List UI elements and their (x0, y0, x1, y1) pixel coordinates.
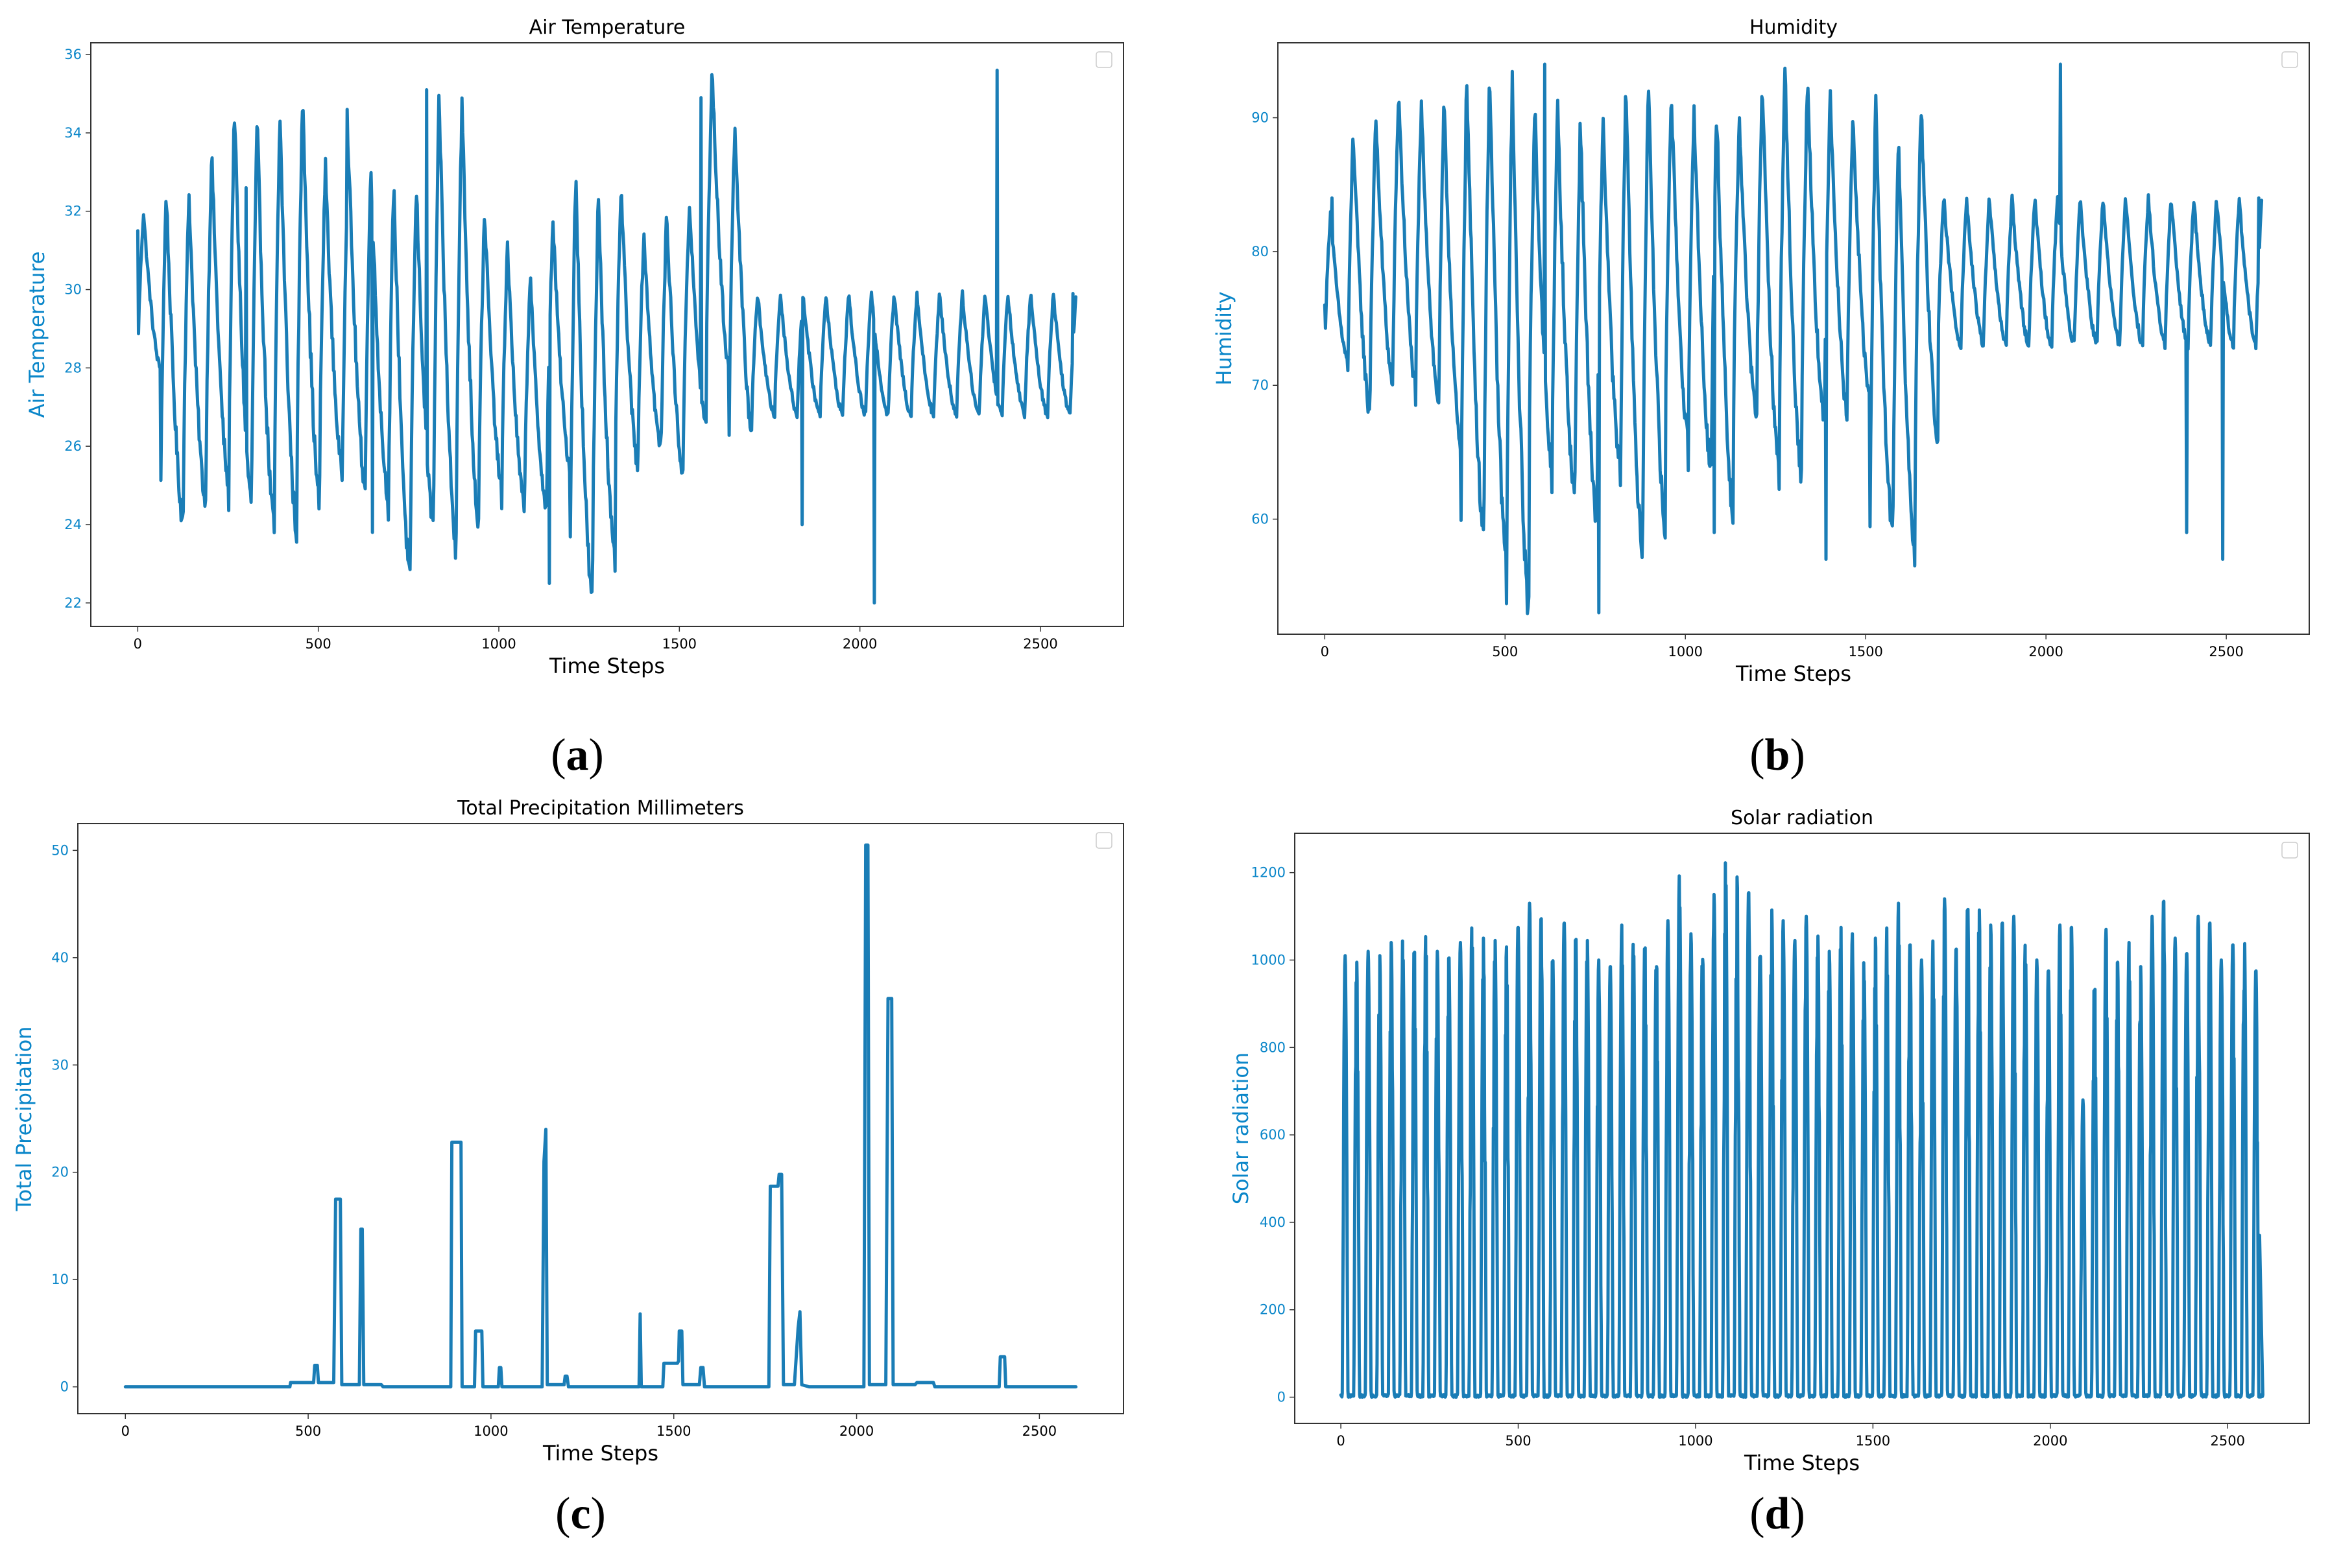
y-axis-label: Humidity (1212, 291, 1236, 385)
plot-frame (90, 42, 1124, 627)
y-tick-label: 70 (1251, 377, 1269, 393)
y-axis-label: Air Temperature (25, 252, 49, 418)
y-tick-label: 50 (51, 842, 69, 858)
y-tick-label: 1200 (1251, 865, 1286, 881)
y-tick-label: 90 (1251, 110, 1269, 126)
x-tick-label: 0 (1321, 644, 1329, 659)
x-axis-label: Time Steps (549, 654, 665, 678)
x-tick-label: 1500 (656, 1423, 691, 1439)
y-tick-label: 40 (51, 950, 69, 966)
x-tick-label: 0 (1336, 1433, 1345, 1449)
y-tick-label: 28 (64, 360, 82, 375)
y-tick-label: 600 (1260, 1127, 1286, 1143)
x-tick-label: 2000 (843, 636, 877, 652)
x-tick-label: 500 (295, 1423, 321, 1439)
chart-title: Solar radiation (1731, 807, 1873, 829)
x-tick-label: 0 (134, 636, 142, 652)
chart-panel-b: Humidity 0 500 1000 1500 2000 2500 60 70 80 90 Time… (1186, 0, 2330, 778)
legend-box (2281, 51, 2298, 68)
y-axis-label: Total Precipitation (12, 1027, 36, 1212)
y-tick-label: 200 (1260, 1302, 1286, 1318)
x-tick-label: 2000 (2028, 644, 2063, 659)
caption-b: (b) (1749, 730, 1805, 780)
x-tick-label: 2500 (2209, 644, 2243, 659)
y-tick-label: 36 (64, 47, 82, 62)
series-line-b (1323, 62, 2264, 615)
x-tick-label: 1500 (1856, 1433, 1890, 1449)
x-axis-label: Time Steps (542, 1441, 658, 1466)
x-tick-label: 0 (121, 1423, 130, 1439)
chart-a: Air Temperature 0 500 1000 1500 2000 2500 22 24 2… (25, 16, 1124, 678)
y-tick-label: 30 (64, 282, 82, 298)
legend-box (1096, 51, 1112, 68)
plot-frame (77, 823, 1124, 1414)
chart-panel-c: Total Precipitation Millimeters 0 500 1000 1… (0, 791, 1165, 1568)
chart-title: Total Precipitation Millimeters (457, 797, 744, 820)
chart-panel-a: Air Temperature 0 500 1000 1500 2000 2500 22 24 2… (0, 0, 1165, 778)
chart-title: Air Temperature (529, 16, 686, 39)
y-tick-label: 0 (1277, 1390, 1286, 1405)
x-tick-label: 500 (306, 636, 331, 652)
x-tick-label: 2000 (2033, 1433, 2067, 1449)
x-tick-label: 1500 (662, 636, 697, 652)
chart-title: Humidity (1749, 16, 1838, 39)
y-tick-label: 10 (51, 1272, 69, 1287)
series-line-c (123, 843, 1078, 1389)
chart-b: Humidity 0 500 1000 1500 2000 2500 60 70 80 90 Time… (1212, 16, 2310, 686)
y-tick-label: 34 (64, 125, 82, 141)
caption-a: (a) (551, 730, 604, 780)
x-tick-label: 1500 (1848, 644, 1882, 659)
y-tick-label: 400 (1260, 1215, 1286, 1230)
series-line-a (136, 68, 1077, 605)
x-tick-label: 1000 (1668, 644, 1702, 659)
x-axis-label: Time Steps (1735, 661, 1851, 686)
legend-box (2281, 842, 2298, 859)
x-tick-label: 2500 (1023, 636, 1057, 652)
y-tick-label: 800 (1260, 1039, 1286, 1055)
caption-d: (d) (1749, 1489, 1805, 1539)
x-axis-label: Time Steps (1744, 1451, 1860, 1475)
x-tick-label: 1000 (474, 1423, 508, 1439)
y-tick-label: 22 (64, 595, 82, 611)
y-axis-label: Solar radiation (1229, 1052, 1253, 1205)
legend-box (1096, 832, 1112, 849)
x-tick-label: 2500 (2210, 1433, 2244, 1449)
x-tick-label: 2000 (839, 1423, 874, 1439)
y-tick-label: 0 (60, 1379, 69, 1395)
chart-d: Solar radiation 0 500 1000 1500 2000 2500 0 200 4… (1229, 807, 2310, 1475)
chart-panel-d: Solar radiation 0 500 1000 1500 2000 2500 0 200 4… (1186, 791, 2330, 1568)
y-tick-label: 24 (64, 517, 82, 532)
x-tick-label: 1000 (1678, 1433, 1712, 1449)
y-tick-label: 30 (51, 1057, 69, 1073)
y-tick-label: 32 (64, 204, 82, 219)
x-tick-label: 500 (1505, 1433, 1531, 1449)
y-tick-label: 1000 (1251, 952, 1286, 968)
plot-frame (1277, 42, 2310, 635)
x-tick-label: 500 (1492, 644, 1518, 659)
plot-frame (1294, 833, 2310, 1424)
y-tick-label: 26 (64, 438, 82, 454)
x-tick-label: 1000 (481, 636, 516, 652)
y-tick-label: 60 (1251, 512, 1269, 527)
x-tick-label: 2500 (1022, 1423, 1057, 1439)
y-tick-label: 80 (1251, 244, 1269, 259)
caption-c: (c) (555, 1489, 606, 1539)
y-tick-label: 20 (51, 1165, 69, 1180)
series-line-d (1339, 861, 2264, 1399)
